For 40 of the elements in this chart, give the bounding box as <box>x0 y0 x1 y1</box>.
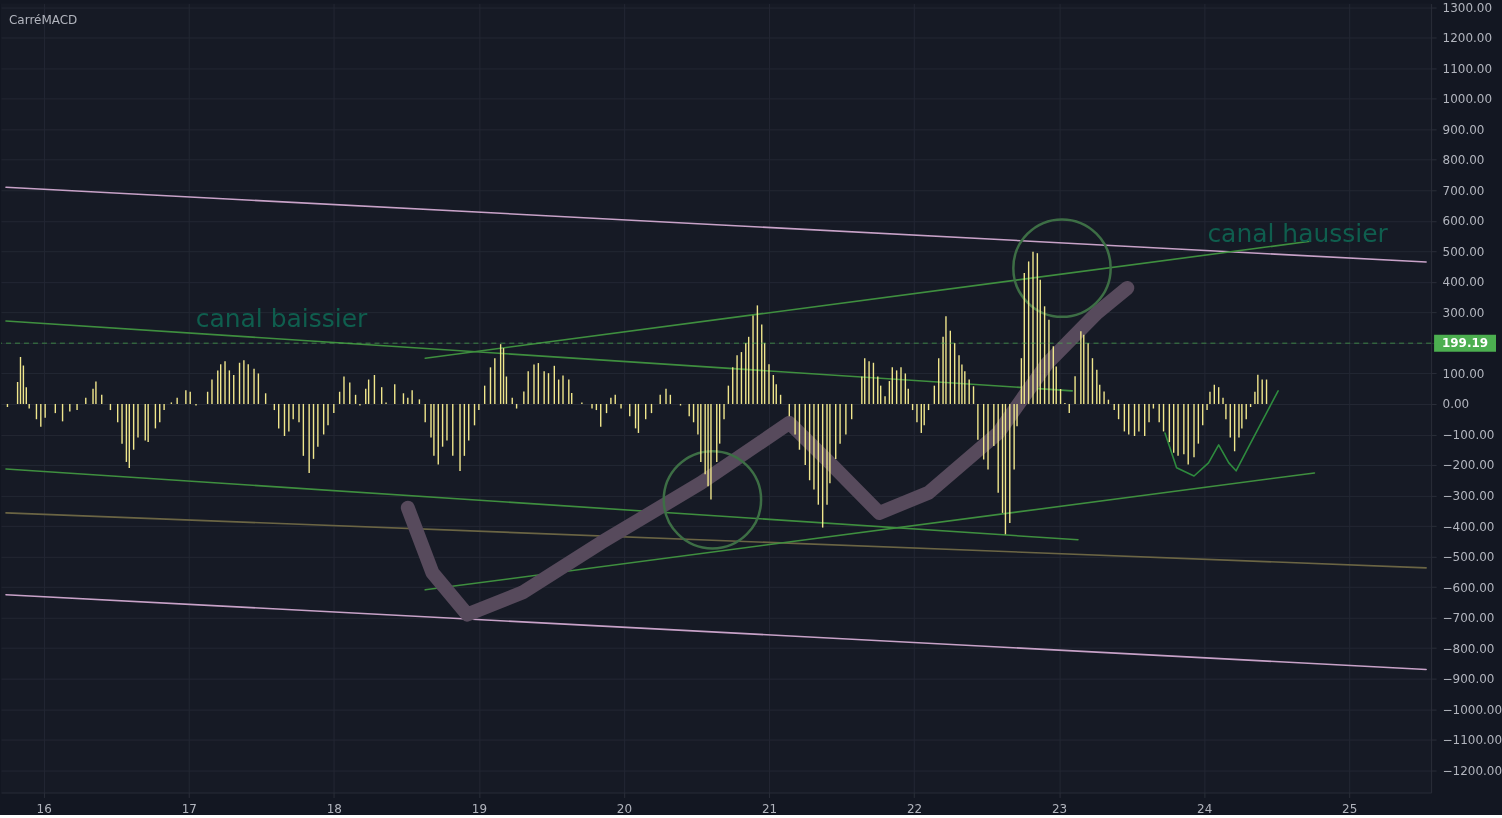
y-tick-label: −400.00 <box>1442 519 1495 534</box>
y-tick-label: −600.00 <box>1442 580 1495 595</box>
annotation: canal haussier <box>1207 219 1389 249</box>
y-tick-label: 0.00 <box>1442 397 1470 412</box>
y-tick-label: 100.00 <box>1442 366 1485 381</box>
y-tick-label: −100.00 <box>1442 427 1495 442</box>
y-tick-label: 1100.00 <box>1442 61 1493 76</box>
annotation: canal baissier <box>195 304 369 334</box>
y-tick-label: 800.00 <box>1442 153 1485 168</box>
y-tick-label: −700.00 <box>1442 611 1495 626</box>
y-tick-label: −1100.00 <box>1442 733 1502 748</box>
y-tick-label: −300.00 <box>1442 489 1495 504</box>
y-tick-label: −200.00 <box>1442 458 1495 473</box>
y-tick-label: −800.00 <box>1442 641 1495 656</box>
x-tick-label: 20 <box>616 801 633 816</box>
x-tick-label: 18 <box>326 801 342 816</box>
y-tick-label: −1200.00 <box>1442 763 1502 778</box>
x-tick-label: 23 <box>1051 801 1068 816</box>
x-tick-label: 16 <box>36 801 52 816</box>
ref-line-label: 199.19 <box>1441 336 1489 351</box>
y-tick-label: 500.00 <box>1442 244 1485 259</box>
y-tick-label: 1300.00 <box>1442 0 1493 15</box>
y-tick-label: 300.00 <box>1442 305 1485 320</box>
y-tick-label: 600.00 <box>1442 214 1485 229</box>
y-tick-label: 400.00 <box>1442 275 1485 290</box>
x-tick-label: 17 <box>181 801 197 816</box>
text: CarréMACD <box>8 12 78 27</box>
y-tick-label: 700.00 <box>1442 183 1485 198</box>
y-tick-label: −1000.00 <box>1442 702 1502 717</box>
x-tick-label: 25 <box>1342 801 1358 816</box>
y-tick-label: −500.00 <box>1442 550 1495 565</box>
x-tick-label: 19 <box>471 801 487 816</box>
x-tick-label: 24 <box>1197 801 1213 816</box>
y-tick-label: 1000.00 <box>1442 92 1493 107</box>
y-tick-label: 1200.00 <box>1442 31 1493 46</box>
y-tick-label: 900.00 <box>1442 122 1485 137</box>
line-series <box>1164 390 1279 477</box>
y-tick-label: −900.00 <box>1442 672 1495 687</box>
x-tick-label: 21 <box>761 801 778 816</box>
x-tick-label: 22 <box>906 801 923 816</box>
